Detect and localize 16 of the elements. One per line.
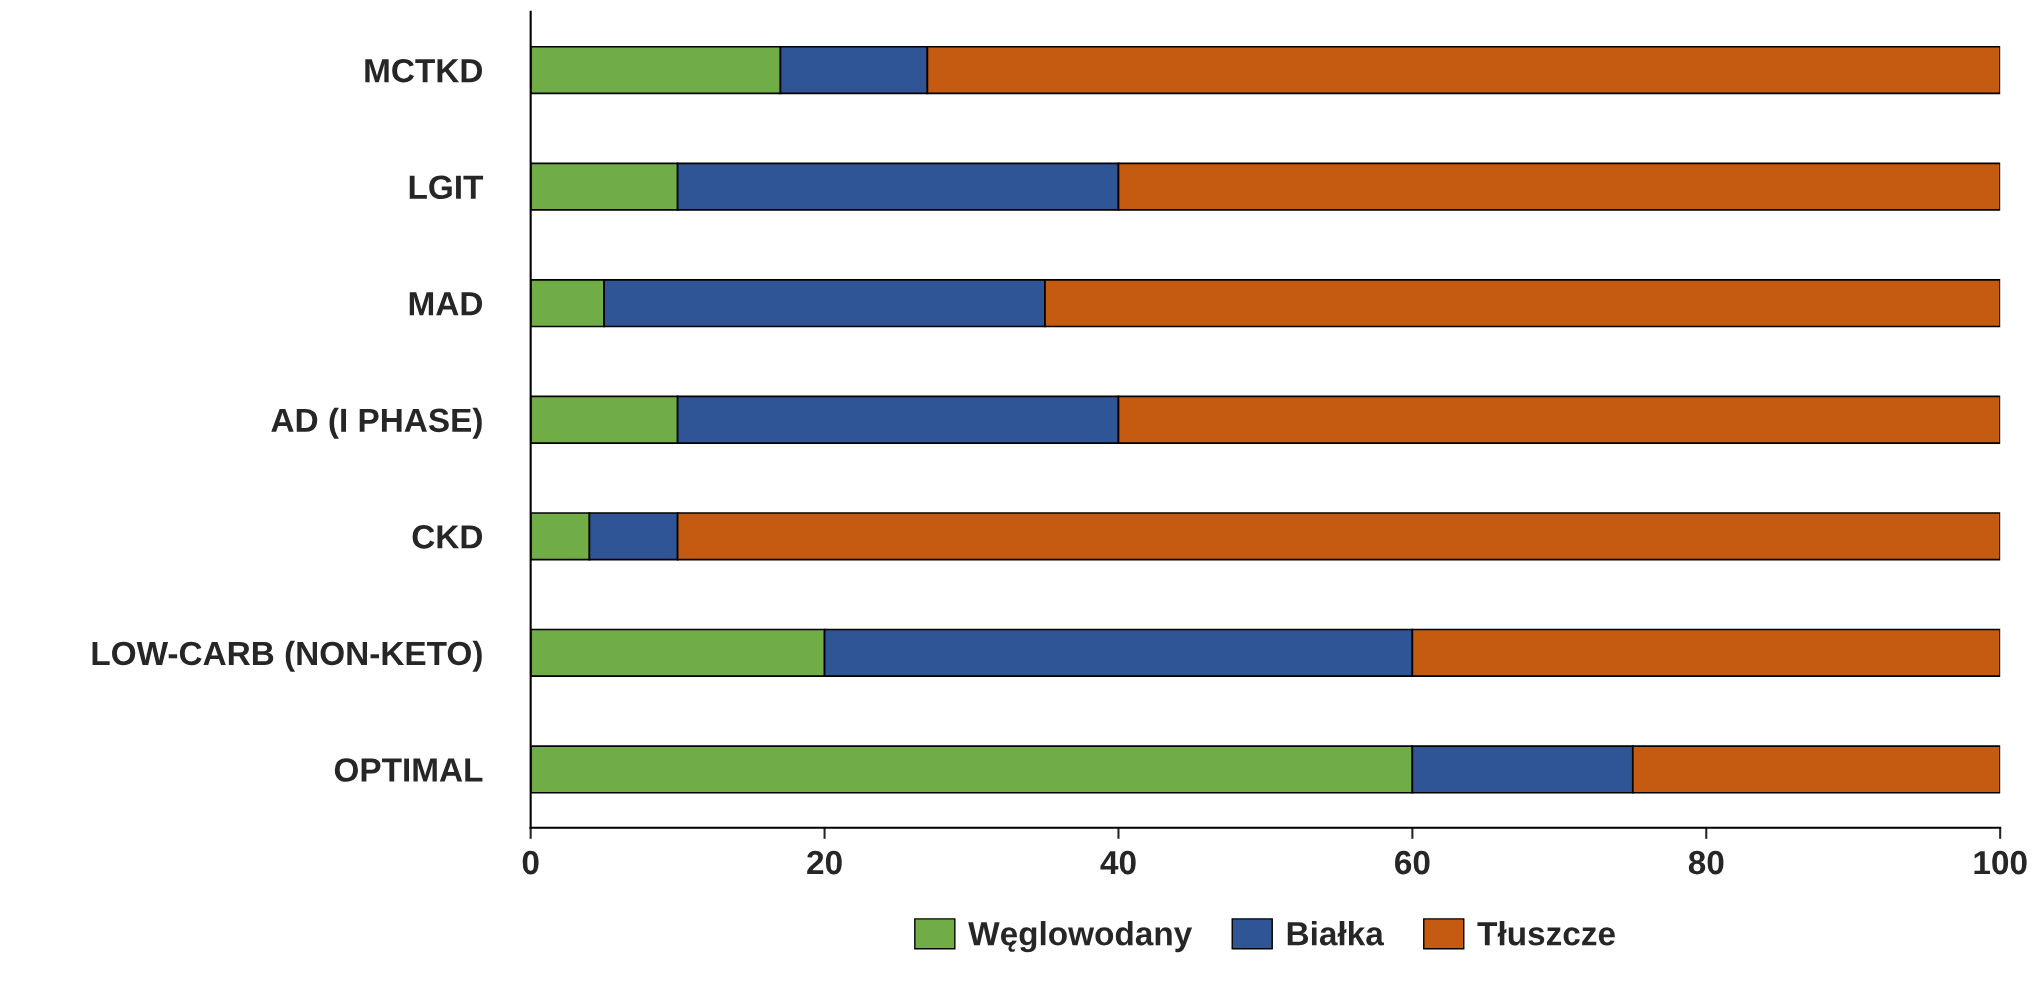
x-tick-label: 60 xyxy=(1395,850,1430,875)
x-tick-label: 80 xyxy=(1688,850,1724,875)
x-tick-label: 0 xyxy=(522,850,539,875)
y-tick-label: CKD xyxy=(412,525,483,549)
legend-label: Węglowodany xyxy=(968,921,1193,953)
x-tick-label: 40 xyxy=(1100,850,1136,875)
x-tick-label: 20 xyxy=(807,850,842,875)
y-tick-label: AD (I PHASE) xyxy=(271,407,482,439)
y-tick-label: OPTIMAL xyxy=(334,758,483,782)
y-tick-label: LOW-CARB (NON-KETO) xyxy=(92,640,482,672)
legend-label: Białka xyxy=(1287,921,1384,946)
x-tick-label: 100 xyxy=(1974,850,2027,875)
y-tick-label: MAD xyxy=(409,292,483,316)
y-tick-label: LGIT xyxy=(409,175,484,200)
y-tick-label: MCTKD xyxy=(365,58,483,83)
legend-label: Tłuszcze xyxy=(1477,921,1615,946)
